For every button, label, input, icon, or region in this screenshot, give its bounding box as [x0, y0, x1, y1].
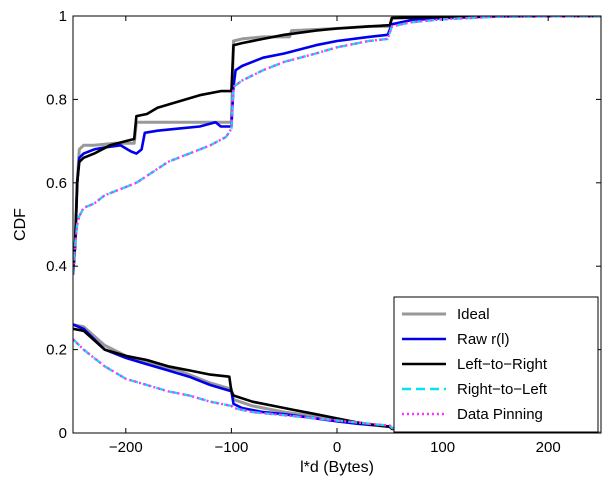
plot-lines	[73, 16, 601, 433]
series-line-4-upper	[73, 16, 601, 275]
series-line-3-upper	[73, 16, 601, 275]
x-axis-label: l*d (Bytes)	[300, 459, 374, 476]
series-line-2-upper	[73, 16, 601, 275]
x-tick-label: −100	[215, 439, 249, 456]
series-line-0-upper	[73, 16, 601, 275]
series-line-3-lower	[73, 338, 601, 433]
y-tick-label: 0.4	[46, 258, 67, 275]
y-tick-label: 0.8	[46, 91, 67, 108]
legend-label: Data Pinning	[457, 406, 543, 423]
y-tick-label: 0.6	[46, 175, 67, 192]
y-axis-ticks: 0 0.2 0.4 0.6 0.8 1	[46, 8, 601, 442]
x-tick-label: 200	[536, 439, 561, 456]
y-tick-label: 0	[59, 425, 67, 442]
y-tick-label: 1	[59, 8, 67, 25]
series-line-1-upper	[73, 16, 601, 275]
y-tick-label: 0.2	[46, 342, 67, 359]
legend-label: Right−to−Left	[457, 381, 548, 398]
x-tick-label: 0	[333, 439, 341, 456]
y-axis-label: CDF	[12, 208, 29, 241]
legend-label: Left−to−Right	[457, 356, 548, 373]
legend-label: Ideal	[457, 306, 490, 323]
x-tick-label: −200	[109, 439, 143, 456]
legend-label: Raw r(l)	[457, 331, 510, 348]
legend: Ideal Raw r(l) Left−to−Right Right−to−Left D…	[393, 296, 599, 433]
x-tick-label: 100	[430, 439, 455, 456]
